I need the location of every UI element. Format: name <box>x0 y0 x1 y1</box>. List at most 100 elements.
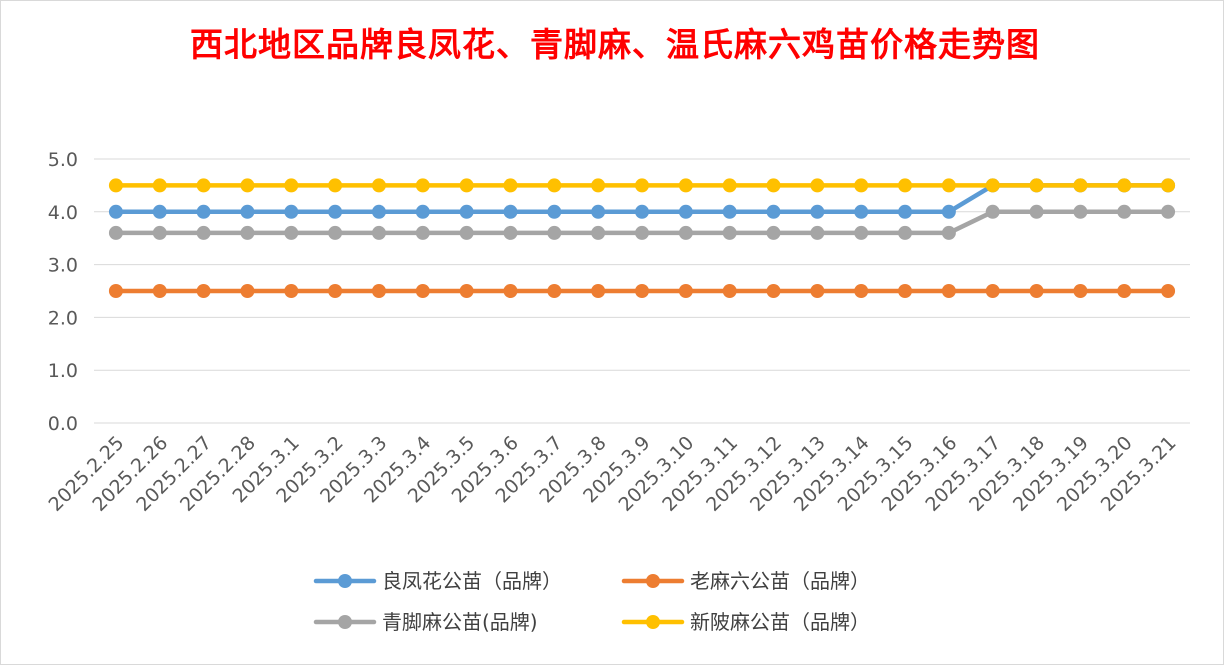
data-point <box>240 178 255 193</box>
data-point <box>635 284 649 298</box>
data-point <box>1029 284 1044 298</box>
data-point <box>547 284 562 298</box>
data-point <box>459 178 474 193</box>
data-point <box>722 204 737 219</box>
data-point <box>547 178 562 193</box>
data-point <box>503 225 518 240</box>
data-point <box>547 204 562 219</box>
data-point <box>678 225 693 240</box>
data-point <box>152 204 167 219</box>
data-point <box>766 284 781 298</box>
data-point <box>196 178 211 193</box>
data-point <box>240 204 255 219</box>
y-tick-label: 4.0 <box>48 202 78 224</box>
data-point <box>371 284 386 298</box>
data-point <box>328 284 343 298</box>
data-point <box>196 284 211 298</box>
legend-swatch-marker <box>338 574 352 588</box>
data-point <box>415 284 430 298</box>
legend-item: 新陂麻公苗（品牌） <box>621 610 870 634</box>
data-point <box>854 178 869 193</box>
data-point <box>328 178 343 193</box>
data-point <box>240 284 255 298</box>
data-point <box>898 284 913 298</box>
series-2 <box>108 204 1176 240</box>
data-point <box>941 204 956 219</box>
series-1 <box>108 284 1176 298</box>
data-point <box>635 225 649 240</box>
series-lines <box>108 178 1176 298</box>
data-point <box>152 225 167 240</box>
data-point <box>284 204 299 219</box>
data-point <box>941 284 956 298</box>
y-tick-label: 2.0 <box>48 307 78 329</box>
data-point <box>766 178 781 193</box>
chart-title: 西北地区品牌良凤花、青脚麻、温氏麻六鸡苗价格走势图 <box>190 25 1040 64</box>
data-point <box>635 204 649 219</box>
data-point <box>328 225 343 240</box>
data-point <box>284 225 299 240</box>
legend-swatch-marker <box>338 615 352 629</box>
data-point <box>810 225 825 240</box>
data-point <box>503 178 518 193</box>
data-point <box>898 204 913 219</box>
y-tick-label: 1.0 <box>48 360 78 382</box>
data-point <box>810 178 825 193</box>
data-point <box>371 178 386 193</box>
legend-item: 青脚麻公苗(品牌) <box>313 610 538 634</box>
legend-item: 良凤花公苗（品牌） <box>313 569 562 593</box>
legend-label: 新陂麻公苗（品牌） <box>690 610 870 634</box>
data-point <box>240 225 255 240</box>
data-point <box>678 204 693 219</box>
data-point <box>1073 204 1088 219</box>
data-point <box>196 204 211 219</box>
data-point <box>898 178 913 193</box>
legend-label: 良凤花公苗（品牌） <box>382 569 562 593</box>
data-point <box>415 178 430 193</box>
data-point <box>108 204 123 219</box>
data-point <box>459 225 474 240</box>
y-tick-label: 0.0 <box>48 413 78 435</box>
data-point <box>459 204 474 219</box>
y-axis-tick-labels: 0.0 1.0 2.0 3.0 4.0 5.0 <box>48 149 78 435</box>
data-point <box>1073 178 1088 193</box>
data-point <box>415 225 430 240</box>
legend-item: 老麻六公苗（品牌） <box>621 569 870 593</box>
series-3 <box>108 178 1176 193</box>
data-point <box>1161 204 1176 219</box>
data-point <box>898 225 913 240</box>
data-point <box>152 178 167 193</box>
data-point <box>591 178 606 193</box>
data-point <box>284 284 299 298</box>
data-point <box>591 204 606 219</box>
data-point <box>284 178 299 193</box>
data-point <box>196 225 211 240</box>
data-point <box>591 225 606 240</box>
data-point <box>810 204 825 219</box>
y-tick-label: 3.0 <box>48 255 78 277</box>
data-point <box>503 284 518 298</box>
data-point <box>108 178 123 193</box>
legend: 良凤花公苗（品牌） 老麻六公苗（品牌） 青脚麻公苗(品牌) 新陂麻公苗（品牌） <box>313 569 870 634</box>
data-point <box>328 204 343 219</box>
legend-swatch-marker <box>646 574 660 588</box>
legend-label: 青脚麻公苗(品牌) <box>382 610 538 634</box>
data-point <box>547 225 562 240</box>
data-point <box>722 284 737 298</box>
data-point <box>1117 284 1132 298</box>
data-point <box>1161 178 1176 193</box>
data-point <box>766 225 781 240</box>
data-point <box>415 204 430 219</box>
data-point <box>503 204 518 219</box>
data-point <box>678 284 693 298</box>
data-point <box>371 225 386 240</box>
data-point <box>108 225 123 240</box>
data-point <box>371 204 386 219</box>
data-point <box>1117 178 1132 193</box>
data-point <box>854 204 869 219</box>
legend-swatch-marker <box>646 615 660 629</box>
data-point <box>459 284 474 298</box>
data-point <box>985 204 1000 219</box>
data-point <box>152 284 167 298</box>
